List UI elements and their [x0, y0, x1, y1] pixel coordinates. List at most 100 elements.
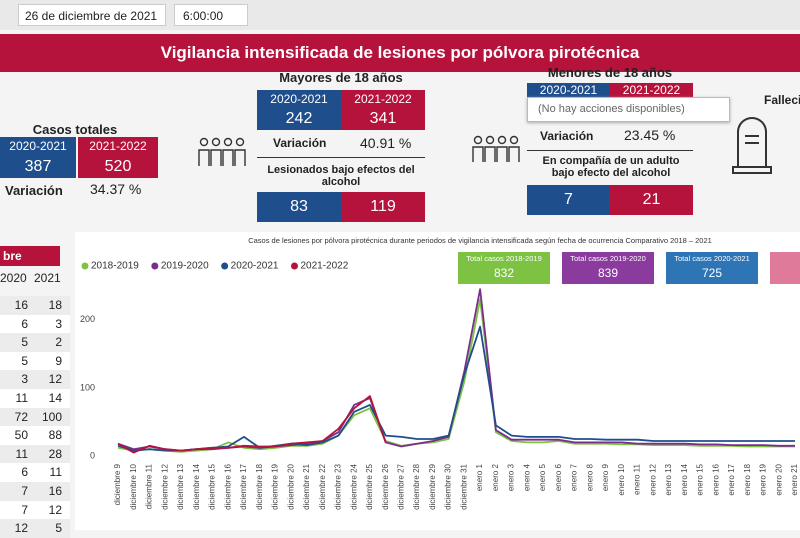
cell: 16 [48, 484, 62, 498]
legend-label: 2021-2022 [300, 261, 348, 272]
x-tick-label: diciembre 31 [459, 463, 468, 509]
variation: 34.37 % [90, 181, 142, 197]
total-label: Total casos 2020-2021 [674, 254, 749, 263]
series-line [117, 325, 795, 452]
table-row: 3 12 [0, 370, 70, 390]
cell: 2 [55, 335, 62, 350]
table-row: 7 12 [0, 500, 70, 520]
legend-marker [221, 262, 229, 270]
cell: 18 [48, 298, 62, 312]
legend-marker [81, 262, 89, 270]
value: 242 [257, 107, 341, 130]
x-tick-label: diciembre 9 [113, 463, 122, 505]
x-tick-label: diciembre 26 [381, 463, 390, 509]
cell: 16 [14, 298, 28, 312]
period: 2021-2022 [610, 83, 693, 97]
cell: 88 [48, 428, 62, 443]
cell: 100 [41, 409, 62, 424]
legend-marker [151, 262, 159, 270]
cell: 14 [48, 391, 62, 405]
x-tick-label: diciembre 28 [412, 463, 421, 509]
cell: 28 [48, 446, 62, 461]
total-box [458, 252, 550, 284]
total-label: Total casos 2018-2019 [466, 254, 541, 263]
cell: 5 [55, 521, 62, 536]
cell: 7 [21, 484, 28, 498]
cell: 6 [21, 316, 28, 331]
x-tick-label: enero 4 [522, 463, 531, 491]
value: 341 [341, 107, 425, 130]
tooltip: (No hay acciones disponibles) [527, 97, 730, 122]
period: 2020-2021 [527, 83, 610, 97]
x-tick-label: enero 17 [727, 463, 736, 495]
x-tick-label: enero 6 [554, 463, 563, 491]
x-tick-label: diciembre 25 [365, 463, 374, 509]
people-icon [472, 135, 520, 162]
cell: 50 [14, 428, 28, 443]
total-box [770, 252, 800, 284]
table-row: 11 14 [0, 389, 70, 408]
column-header: 2020 [0, 271, 27, 285]
x-tick-label: enero 12 [648, 463, 657, 495]
cell: 5 [21, 335, 28, 350]
x-tick-label: diciembre 10 [129, 463, 138, 509]
cell: 3 [21, 372, 28, 387]
x-tick-label: diciembre 24 [349, 463, 358, 509]
period: 2020-2021 [257, 90, 341, 107]
x-tick-label: enero 1 [475, 463, 484, 491]
total-value: 839 [598, 266, 618, 280]
cell: 6 [21, 465, 28, 480]
x-tick-label: diciembre 17 [239, 463, 248, 509]
x-tick-label: enero 15 [696, 463, 705, 495]
x-tick-label: enero 13 [664, 463, 673, 495]
x-tick-label: enero 8 [585, 463, 594, 491]
cell: 12 [14, 521, 28, 536]
y-tick-label: 200 [80, 314, 95, 324]
x-tick-label: enero 11 [633, 463, 642, 495]
x-tick-label: diciembre 12 [160, 463, 169, 509]
x-tick-label: enero 7 [570, 463, 579, 491]
divider [257, 157, 425, 158]
cell: 72 [14, 409, 28, 424]
legend-label: 2019-2020 [161, 261, 209, 272]
value: 387 [0, 155, 76, 178]
x-tick-label: diciembre 30 [444, 463, 453, 509]
period: 2021-2022 [78, 137, 158, 155]
divider [527, 150, 693, 151]
x-tick-label: diciembre 11 [145, 463, 154, 509]
x-tick-label: enero 5 [538, 463, 547, 491]
table-body: 16 18 6 3 5 2 5 9 3 12 11 14 72 100 50 88 11 28 6 11 7 16 7 12 1… [0, 296, 72, 538]
table-row: 50 88 [0, 426, 70, 446]
value: 83 [257, 192, 341, 222]
title: Vigilancia intensificada de lesiones por… [160, 43, 640, 62]
column-header: 2021 [34, 271, 61, 285]
y-tick-label: 100 [80, 382, 95, 392]
chart-title: Casos de lesiones por pólvora pirotécnic… [248, 236, 712, 245]
total-value: 832 [494, 266, 514, 280]
x-tick-label: enero 18 [743, 463, 752, 495]
table-row: 72 100 [0, 407, 70, 427]
cell: 11 [15, 446, 28, 461]
variation: 40.91 % [360, 135, 412, 151]
date: 26 de diciembre de 2021 [18, 4, 166, 26]
table-row: 7 16 [0, 482, 70, 501]
period: 2020-2021 [0, 137, 76, 155]
time: 6:00:00 [174, 4, 248, 26]
x-tick-label: enero 21 [790, 463, 799, 495]
table-row: 6 11 [0, 463, 70, 483]
label: Menores de 18 años [547, 65, 673, 80]
x-tick-label: diciembre 23 [334, 463, 343, 509]
period: 2021-2022 [341, 90, 425, 107]
series-line [117, 395, 387, 454]
x-tick-label: diciembre 14 [192, 463, 201, 509]
value: 21 [610, 185, 693, 215]
variation-label: Variación [5, 183, 63, 198]
table-row: 12 5 [0, 519, 70, 538]
variation-label: Variación [540, 129, 594, 143]
x-tick-label: diciembre 29 [428, 463, 437, 509]
label: Mayores de 18 años [279, 70, 403, 85]
people-icon [198, 137, 246, 166]
